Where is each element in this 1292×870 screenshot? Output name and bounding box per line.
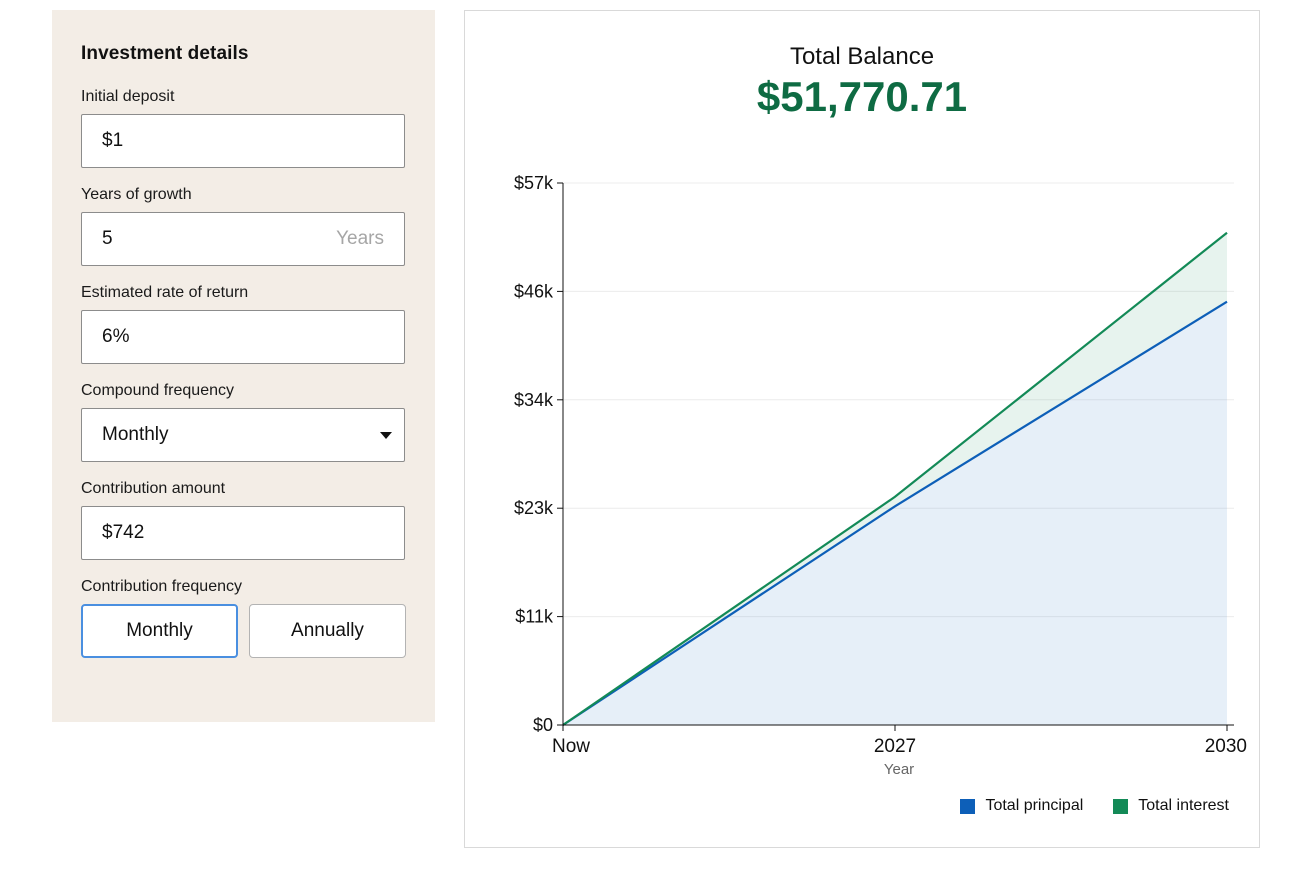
x-axis-title: Year [884,761,914,778]
monthly-toggle-button[interactable]: Monthly [81,604,238,658]
y-tick-label: $57k [514,173,554,193]
initial-deposit-input[interactable]: $1 [81,114,405,168]
chart-legend: Total principal Total interest [960,797,1229,815]
principal-swatch [960,798,976,814]
legend-item-interest: Total interest [1113,797,1229,815]
y-tick-label: $46k [514,281,554,301]
years-label: Years of growth [81,186,192,203]
y-tick-label: $0 [533,715,553,735]
x-tick-label: 2027 [874,736,916,757]
investment-form-panel: Investment details Initial deposit $1 Ye… [52,10,435,722]
chart-card: Total Balance $51,770.71 $0 $11k $23k $34k $… [464,10,1260,848]
legend-item-principal: Total principal [960,797,1083,815]
contribution-frequency-field: Contribution frequency Monthly Annually [81,578,406,658]
x-tick-label: Now [552,736,590,757]
legend-label-principal: Total principal [985,797,1084,814]
rate-input[interactable]: 6% [81,310,405,364]
total-balance-value: $51,770.71 [756,73,968,120]
compound-label: Compound frequency [81,382,234,399]
principal-area [563,301,1227,725]
years-input[interactable]: 5 Years [81,212,405,266]
y-tick-label: $34k [514,390,554,410]
y-tick-label: $23k [514,498,554,518]
compound-value: Monthly [102,424,169,445]
contribution-value: $742 [102,522,145,543]
principal-line [562,300,1228,726]
contribution-frequency-label: Contribution frequency [81,578,242,595]
initial-deposit-field: Initial deposit $1 [81,88,406,168]
form-title: Investment details [81,43,249,64]
contribution-label: Contribution amount [81,480,226,497]
contribution-input[interactable]: $742 [81,506,405,560]
years-suffix: Years [336,228,384,249]
interest-swatch [1113,798,1129,814]
rate-value: 6% [102,326,130,347]
contribution-frequency-toggle: Monthly Annually [81,604,406,658]
balance-chart: $0 $11k $23k $34k $46k $57k Now 2027 2030 Year [514,173,1247,778]
compound-select[interactable]: Monthly [81,408,405,462]
x-tick-label: 2030 [1205,736,1247,757]
years-field: Years of growth 5 Years [81,186,406,266]
chevron-down-icon [380,431,392,439]
compound-field: Compound frequency Monthly [81,382,406,462]
years-value: 5 [102,228,113,249]
y-tick-label: $11k [515,607,554,627]
rate-label: Estimated rate of return [81,284,249,301]
interest-line [562,231,1228,726]
legend-label-interest: Total interest [1138,797,1229,814]
annually-toggle-button[interactable]: Annually [249,604,406,658]
rate-field: Estimated rate of return 6% [81,284,406,364]
initial-deposit-value: $1 [102,130,124,151]
initial-deposit-label: Initial deposit [81,88,175,105]
total-balance-label: Total Balance [789,43,935,70]
contribution-field: Contribution amount $742 [81,480,406,560]
